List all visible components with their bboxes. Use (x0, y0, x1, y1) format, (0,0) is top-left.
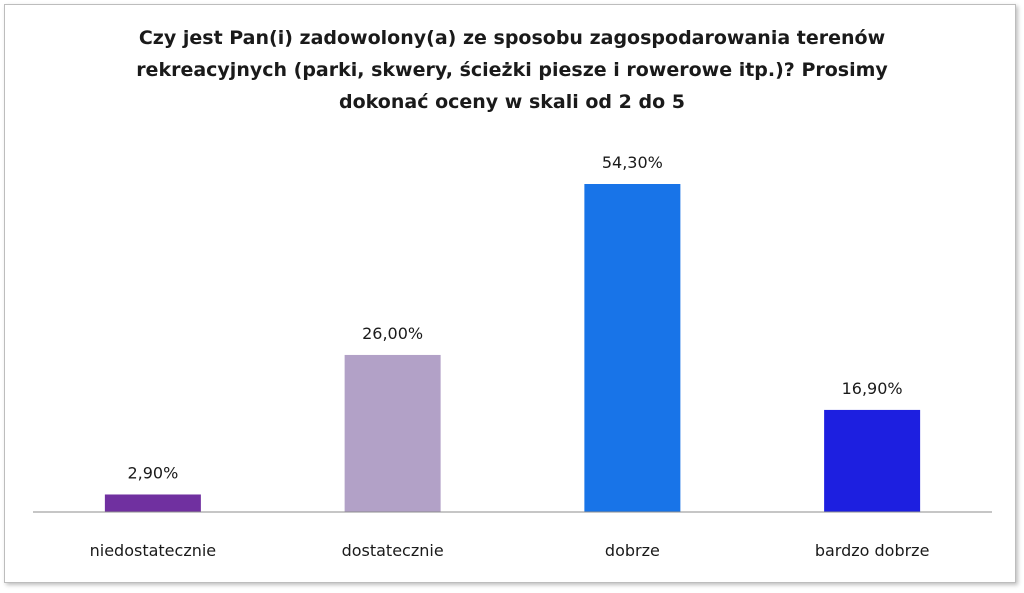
x-tick-label: niedostatecznie (90, 541, 217, 560)
labels-group: 2,90% niedostatecznie 26,00% dostatecznie 54… (90, 153, 930, 560)
x-tick-label: dostatecznie (342, 541, 444, 560)
bar-dobrze (584, 184, 681, 512)
chart-title-line-3: dokonać oceny w skali od 2 do 5 (339, 91, 685, 113)
bar-dostatecznie (344, 354, 441, 512)
data-label: 54,30% (602, 153, 663, 172)
x-tick-label: dobrze (605, 541, 660, 560)
x-tick-label: bardzo dobrze (815, 541, 930, 560)
bars-group (104, 184, 921, 512)
chart-title-line-2: rekreacyjnych (parki, skwery, ścieżki pi… (136, 59, 888, 81)
chart-title-line-1: Czy jest Pan(i) zadowolony(a) ze sposobu… (138, 27, 886, 49)
bar-bardzo-dobrze (824, 409, 921, 512)
data-label: 26,00% (362, 324, 423, 343)
bar-niedostatecznie (104, 494, 201, 512)
data-label: 2,90% (127, 463, 178, 482)
chart-title: Czy jest Pan(i) zadowolony(a) ze sposobu… (0, 22, 1024, 118)
data-label: 16,90% (842, 379, 903, 398)
